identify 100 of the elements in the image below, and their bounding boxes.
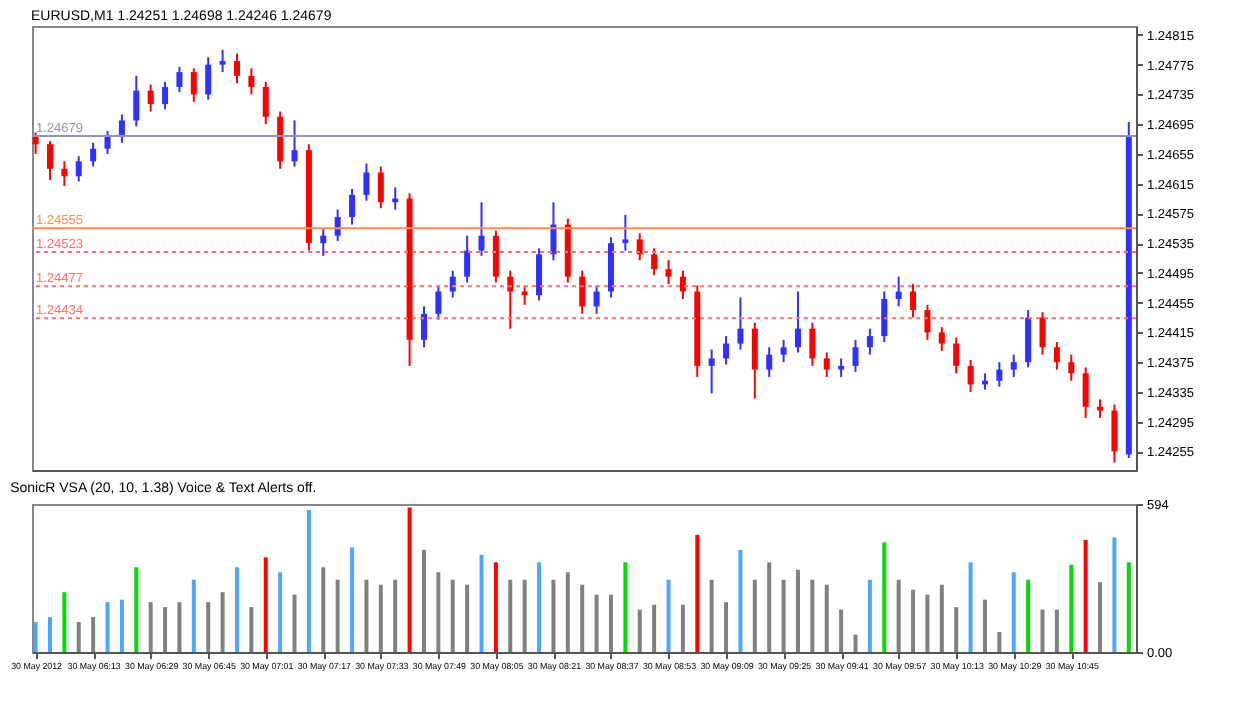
bar [1098,582,1103,652]
bar [33,622,38,652]
bar [1011,572,1016,652]
bar [565,572,570,652]
bar [450,579,455,652]
bar [867,579,872,652]
candlestick [363,162,370,202]
bar [479,554,484,652]
candlestick [536,247,543,302]
candlestick [248,67,255,96]
candlestick [723,335,730,366]
candlestick [162,80,169,111]
candlestick [708,348,715,395]
candlestick [1111,403,1118,464]
bar [177,602,182,652]
bar [163,607,168,652]
bar [824,584,829,652]
candlestick [910,283,917,319]
bar [896,579,901,652]
bar [623,562,628,652]
candlestick [205,56,212,101]
candlestick [651,247,658,277]
candlestick [233,52,240,85]
bar [853,634,858,652]
candlestick [219,48,226,74]
bar [335,579,340,652]
candlestick [737,296,744,351]
bar [220,592,225,652]
bar [493,562,498,652]
candlestick [1053,341,1060,371]
bar [522,579,527,652]
bar [695,534,700,652]
candlestick [1025,309,1032,369]
bar [1083,539,1088,652]
candlestick [133,74,140,128]
bar [882,542,887,652]
bar [105,602,110,652]
candlestick [794,290,801,354]
candlestick [90,141,97,168]
bar [551,579,556,652]
bar [997,632,1002,652]
bar [767,562,772,652]
candlestick [622,213,629,252]
bar [1069,564,1074,652]
candlestick [176,65,183,94]
bar [321,567,326,652]
bar [234,567,239,652]
bar [1112,537,1117,652]
bar [263,557,268,652]
bar [810,579,815,652]
candlestick [1010,353,1017,379]
bar [421,549,426,652]
candlestick [938,326,945,353]
candlestick [320,227,327,257]
bar [393,579,398,652]
bar [537,562,542,652]
bar [752,579,757,652]
candlestick [435,284,442,321]
bar [738,549,743,652]
bar [680,604,685,652]
candlestick [75,155,82,183]
bar [1054,609,1059,652]
bar [968,562,973,652]
candlestick [1082,366,1089,419]
bar [292,594,297,652]
candlestick [1068,353,1075,382]
bar [781,579,786,652]
candlestick [823,351,830,379]
candlestick [1039,311,1046,356]
bar [306,509,311,652]
bar [378,584,383,652]
bar [795,569,800,652]
candlestick [147,83,154,113]
candlestick [277,110,284,170]
candlestick [377,165,384,210]
bar [436,572,441,652]
candlestick [262,80,269,126]
candlestick [118,113,125,144]
bar [206,602,211,652]
candlestick [924,303,931,341]
bar [982,599,987,652]
bar [594,594,599,652]
bar [1026,579,1031,652]
bar [709,579,714,652]
bar [839,609,844,652]
candlestick [104,129,111,155]
candlestick [852,338,859,373]
bar [666,579,671,652]
bar [134,567,139,652]
candlestick [478,201,485,257]
candlestick [449,269,456,299]
candlestick [579,269,586,315]
candlestick [636,232,643,262]
bar [652,604,657,652]
candlestick [996,361,1003,388]
candlestick [291,119,298,168]
bar [249,607,254,652]
candlestick [593,284,600,315]
bar [1040,609,1045,652]
candlestick [334,208,341,242]
